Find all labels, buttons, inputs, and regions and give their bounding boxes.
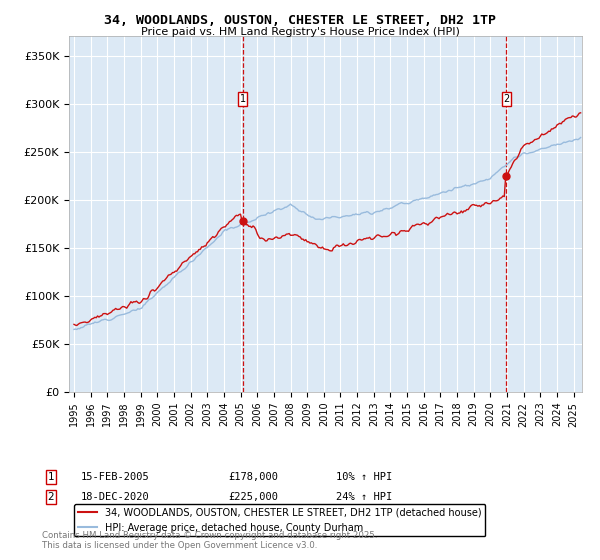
Text: 1: 1 [239,94,245,104]
Text: 1: 1 [47,472,55,482]
Text: 18-DEC-2020: 18-DEC-2020 [81,492,150,502]
Text: 34, WOODLANDS, OUSTON, CHESTER LE STREET, DH2 1TP: 34, WOODLANDS, OUSTON, CHESTER LE STREET… [104,14,496,27]
Text: £178,000: £178,000 [228,472,278,482]
Text: 2: 2 [503,94,509,104]
Text: £225,000: £225,000 [228,492,278,502]
Text: 15-FEB-2005: 15-FEB-2005 [81,472,150,482]
Text: 10% ↑ HPI: 10% ↑ HPI [336,472,392,482]
Text: Contains HM Land Registry data © Crown copyright and database right 2025.
This d: Contains HM Land Registry data © Crown c… [42,531,377,550]
Text: 2: 2 [47,492,55,502]
Text: 24% ↑ HPI: 24% ↑ HPI [336,492,392,502]
Legend: 34, WOODLANDS, OUSTON, CHESTER LE STREET, DH2 1TP (detached house), HPI: Average: 34, WOODLANDS, OUSTON, CHESTER LE STREET… [74,504,485,536]
Text: Price paid vs. HM Land Registry's House Price Index (HPI): Price paid vs. HM Land Registry's House … [140,27,460,37]
